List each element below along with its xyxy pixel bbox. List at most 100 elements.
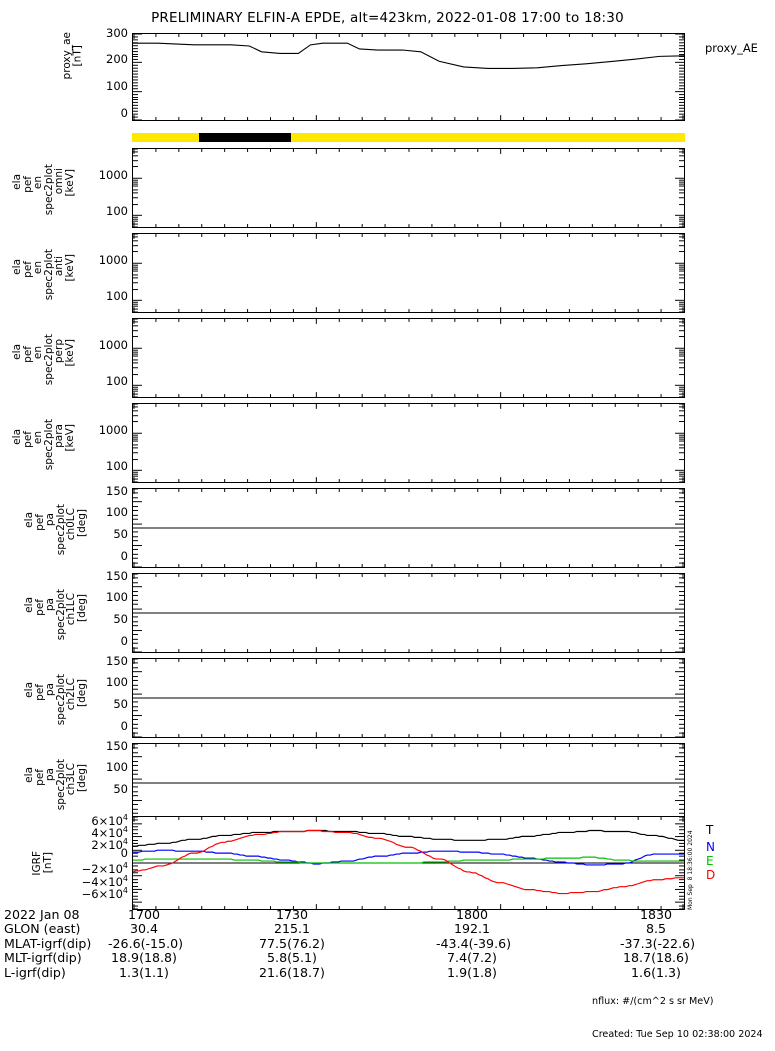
ephemeris-row-label: MLAT-igrf(dip) — [4, 935, 92, 951]
en-para-ytick-labels: 1000 100 — [92, 400, 128, 484]
ytick: 100 — [106, 204, 128, 218]
ephemeris-row-label: GLON (east) — [4, 921, 81, 937]
igrf-trace-D — [133, 829, 684, 895]
ytick: 4×104 — [91, 825, 128, 840]
ephemeris-row-label: 2022 Jan 08 — [4, 907, 80, 922]
pa-ch0lc-ytick-labels: 150 100 50 0 — [92, 485, 128, 569]
en-perp-ytick-labels: 1000 100 — [92, 315, 128, 399]
ytick: 100 — [106, 760, 128, 774]
axis-label-part: [deg] — [75, 764, 88, 792]
igrf-legend-n: N — [706, 840, 715, 854]
axis-label-part: [deg] — [75, 679, 88, 707]
axis-label-part: [nT] — [41, 852, 54, 874]
proxy-ae-legend: proxy_AE — [705, 41, 758, 55]
ephemeris-value: 18.7(18.6) — [623, 950, 689, 966]
axis-label-part: ela — [23, 682, 35, 698]
axis-label-part: en — [32, 176, 44, 190]
pa-ch2lc-axis-label: ela pef pa spec2plot ch2LC [deg] — [23, 660, 88, 740]
ytick: 50 — [113, 612, 128, 626]
ephemeris-row: L-igrf(dip) 1.3(1.1) 21.6(18.7) 1.9(1.8) 1.6… — [4, 964, 772, 980]
ytick: 0 — [120, 719, 128, 733]
ytick: 0 — [120, 549, 128, 563]
ytick: 100 — [106, 374, 128, 388]
en-anti-ytick-labels: 1000 100 — [92, 230, 128, 314]
axis-label-part: ch0LC — [65, 507, 77, 541]
pa-ch0lc-plot — [133, 489, 684, 567]
ytick: 150 — [106, 654, 128, 668]
pa-ch1lc-plot — [133, 574, 684, 652]
axis-label-part: [keV] — [63, 254, 76, 282]
ytick: 1000 — [98, 168, 128, 182]
ephemeris-value: 5.8(5.1) — [267, 950, 317, 966]
proxy-ae-plot — [133, 34, 684, 120]
axis-label-part: en — [32, 346, 44, 360]
axis-label-part: ch2LC — [65, 677, 77, 711]
ephemeris-value: 1.3(1.1) — [119, 964, 169, 980]
axis-label-part: [keV] — [63, 169, 76, 197]
orbit-coverage-highlight — [199, 133, 291, 142]
ephemeris-value: 18.9(18.8) — [111, 950, 177, 966]
ephemeris-row: 2022 Jan 08 1700 1730 1800 1830 — [4, 907, 772, 922]
igrf-trace-E — [133, 856, 684, 864]
ephemeris-value: -37.3(-22.6) — [620, 935, 695, 951]
ytick: 100 — [106, 505, 128, 519]
igrf-ytick-labels: 6×104 4×104 2×104 0 −2×104 −4×104 −6×104 — [58, 812, 128, 912]
orbit-coverage-bar — [132, 133, 685, 142]
ytick: 6×104 — [91, 813, 128, 828]
proxy-ae-ytick-labels: 300 200 100 0 — [96, 26, 128, 124]
ephemeris-table: 2022 Jan 08 1700 1730 1800 1830 GLON (east) 30… — [4, 907, 772, 980]
axis-label-part: pa — [44, 598, 56, 612]
en-anti-plot — [133, 234, 684, 312]
axis-label-part: IGRF — [31, 850, 43, 876]
pa-ch1lc-ytick-labels: 150 100 50 0 — [92, 570, 128, 654]
axis-label-part: [deg] — [75, 509, 88, 537]
ytick: 100 — [106, 675, 128, 689]
axis-label-part: omni — [53, 167, 65, 195]
pa-ch0lc-axis-label: ela pef pa spec2plot ch0LC [deg] — [23, 490, 88, 570]
en-omni-axis-label: ela pef en spec2plot omni [keV] — [11, 150, 76, 230]
panel-en-para — [132, 403, 685, 483]
ephemeris-value: 1730 — [275, 907, 309, 922]
en-omni-ytick-labels: 1000 100 — [92, 145, 128, 229]
ytick: 50 — [113, 697, 128, 711]
ytick: 50 — [113, 527, 128, 541]
en-perp-plot — [133, 319, 684, 397]
ytick: −6×104 — [81, 885, 128, 901]
pa-ch3lc-plot — [133, 744, 684, 822]
axis-label-part: en — [32, 431, 44, 445]
creation-stamp-vertical: Mon Sep 8 18:36:00 2024 — [687, 830, 694, 910]
axis-label-part: [keV] — [63, 424, 76, 452]
page-title: PRELIMINARY ELFIN-A EPDE, alt=423km, 202… — [151, 10, 624, 26]
footer-created: Created: Tue Sep 10 02:38:00 2024 — [592, 1029, 763, 1040]
axis-label-part: ela — [23, 597, 35, 613]
axis-label-part: pa — [44, 768, 56, 782]
axis-label-part: ch1LC — [65, 592, 77, 626]
en-omni-plot — [133, 149, 684, 227]
ephemeris-row-label: L-igrf(dip) — [4, 964, 66, 980]
en-perp-axis-label: ela pef en spec2plot perp [keV] — [11, 320, 76, 400]
axis-label-part: ela — [11, 429, 23, 445]
ephemeris-value: -43.4(-39.6) — [436, 935, 511, 951]
en-para-plot — [133, 404, 684, 482]
pa-ch1lc-axis-label: ela pef pa spec2plot ch1LC [deg] — [23, 575, 88, 655]
ephemeris-value: 215.1 — [273, 921, 311, 937]
footer-notes: nflux: #/(cm^2 s sr MeV) Created: Tue Se… — [592, 974, 763, 1051]
ytick: −2×104 — [81, 861, 128, 877]
panel-pa-ch0lc — [132, 488, 685, 568]
axis-label-part: ch3LC — [65, 762, 77, 796]
axis-label-part: ela — [11, 259, 23, 275]
ytick: 100 — [106, 79, 128, 93]
proxy-ae-axis-label: proxy_ae [nT] — [61, 32, 84, 120]
panel-en-perp — [132, 318, 685, 398]
ytick: 2×104 — [91, 837, 128, 853]
ytick: 300 — [106, 26, 128, 40]
ephemeris-value: 21.6(18.7) — [259, 964, 325, 980]
ytick: 1000 — [98, 338, 128, 352]
ephemeris-value: 1700 — [127, 907, 161, 922]
ephemeris-row: MLT-igrf(dip) 18.9(18.8) 5.8(5.1) 7.4(7.2) 1… — [4, 950, 772, 966]
footer-flux-units: nflux: #/(cm^2 s sr MeV) — [592, 996, 714, 1007]
ytick: 150 — [106, 484, 128, 498]
pa-ch2lc-plot — [133, 659, 684, 737]
ephemeris-value: 8.5 — [645, 921, 667, 937]
